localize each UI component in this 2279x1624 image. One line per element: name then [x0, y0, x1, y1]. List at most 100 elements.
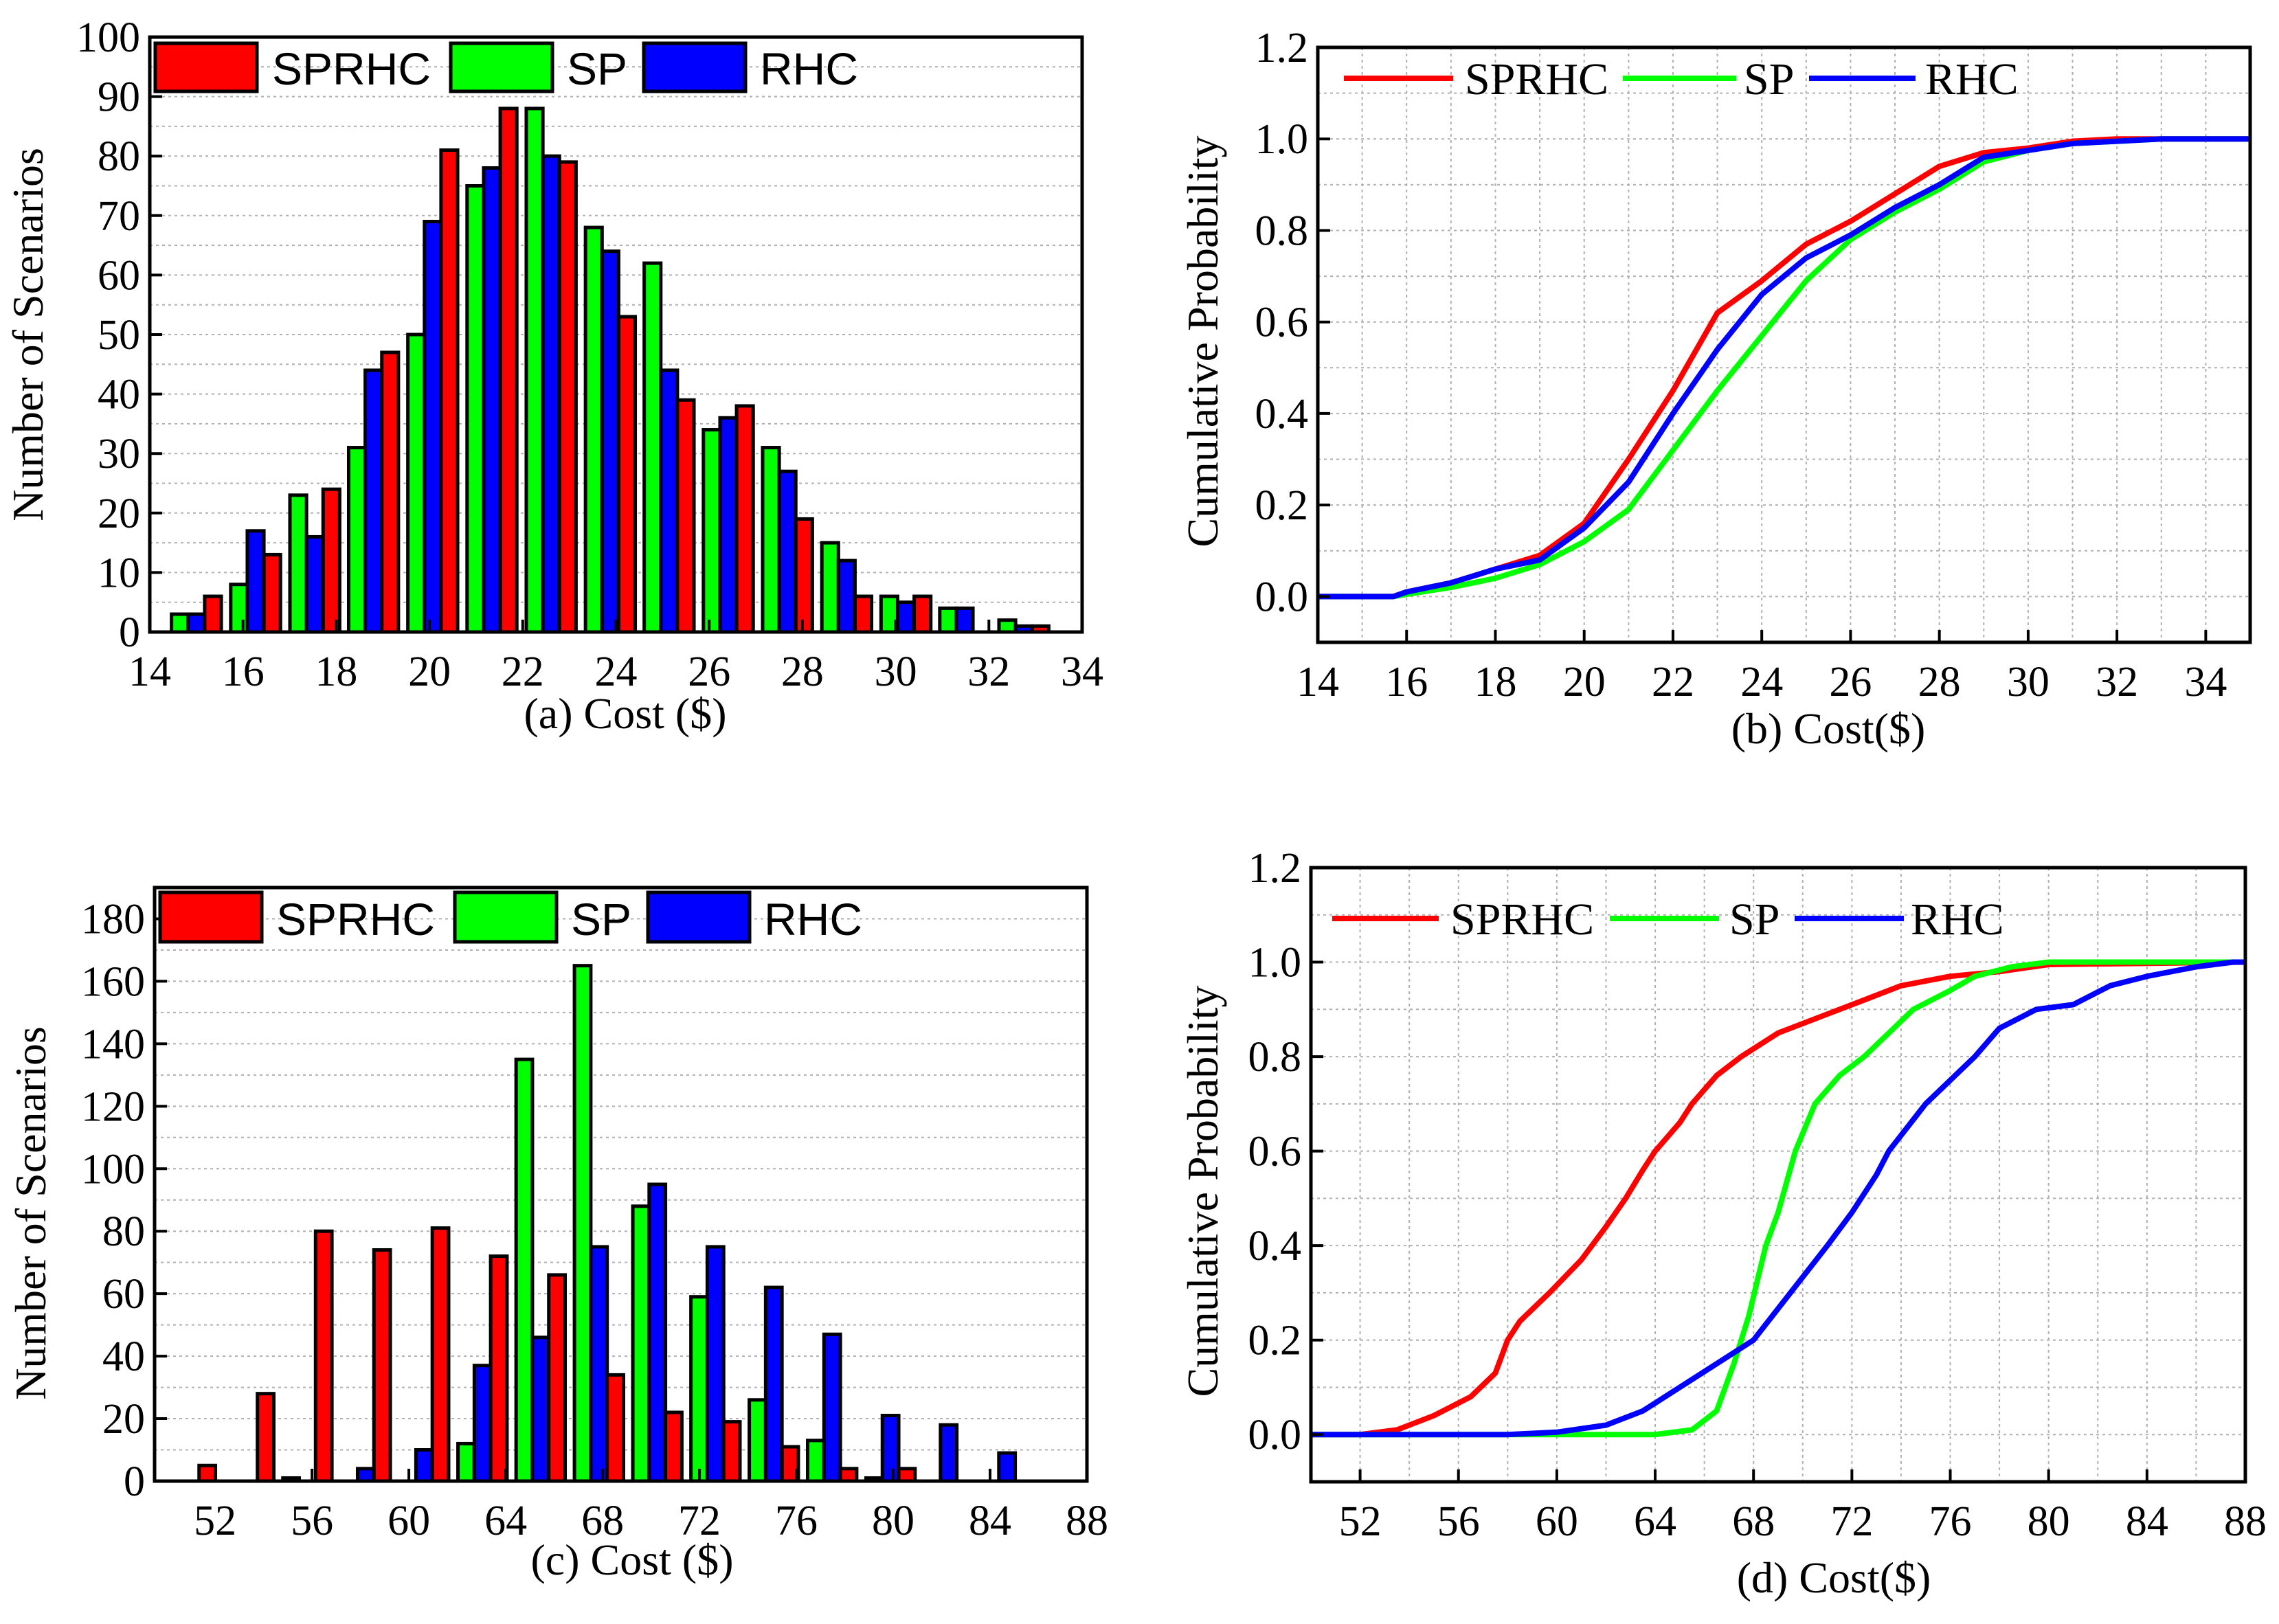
bar-sprhc	[838, 1467, 859, 1483]
bar-rhc	[363, 368, 384, 634]
bar-rhc	[954, 606, 975, 634]
legend-label: SPRHC	[1465, 54, 1608, 104]
x-tick-label: 84	[2126, 1498, 2168, 1545]
y-tick-label: 10	[98, 550, 140, 596]
legend: SPRHC SP RHC	[153, 41, 858, 94]
x-tick-label: 18	[315, 649, 357, 695]
x-tick-label: 28	[1918, 659, 1961, 706]
x-tick-label: 34	[2184, 659, 2227, 706]
panel-c: 52 56 60 64 68 72 76 80 84 88 0 20 40 60 80 100 120 140 16…	[6, 886, 1108, 1584]
legend-label: SP	[567, 43, 627, 94]
x-tick-label: 80	[872, 1498, 914, 1544]
bar-rhc	[304, 534, 325, 634]
y-tick-label: 0.8	[1255, 207, 1309, 254]
bar-sp	[689, 1295, 709, 1483]
bar-sp	[583, 225, 604, 634]
bar-sprhc	[912, 594, 933, 634]
x-axis-caption: (a) Cost ($)	[524, 689, 726, 738]
x-tick-label: 30	[875, 649, 917, 695]
bar-sprhc	[547, 1273, 568, 1483]
legend-label: SP	[1729, 894, 1780, 945]
bar-sprhc	[734, 404, 755, 634]
bar-sprhc	[380, 350, 401, 634]
y-tick-label: 180	[81, 896, 145, 943]
y-tick-label: 40	[98, 372, 140, 418]
x-tick-label: 16	[222, 649, 265, 695]
bar-sprhc	[721, 1420, 742, 1483]
bar-sp	[642, 261, 663, 634]
legend-swatch-sprhc	[153, 41, 259, 93]
x-tick-label: 32	[967, 649, 1010, 695]
panel-a: 14 16 18 20 22 24 26 28 30 32 34 0 10 20 30 40 50 60 70 80 9…	[3, 14, 1103, 738]
bar-sp	[701, 428, 722, 634]
x-tick-label: 72	[678, 1498, 721, 1544]
bar-rhc	[472, 1364, 493, 1483]
legend-label: SPRHC	[1450, 894, 1594, 945]
bar-sp	[170, 612, 190, 634]
x-tick-label: 64	[1634, 1498, 1676, 1545]
bar-sp	[465, 184, 486, 634]
legend-label: RHC	[764, 894, 862, 945]
x-tick-label: 14	[128, 649, 171, 695]
x-tick-label: 64	[484, 1498, 527, 1544]
y-tick-label: 0.2	[1255, 482, 1309, 529]
legend-swatch-rhc	[642, 41, 748, 93]
bar-sprhc	[430, 1226, 451, 1483]
bar-sp	[524, 106, 545, 634]
y-tick-label: 80	[98, 133, 140, 180]
y-axis-label: Cumulative Probability	[1178, 985, 1227, 1397]
bar-rhc	[589, 1245, 609, 1483]
y-tick-label: 1.0	[1255, 116, 1309, 163]
x-tick-label: 24	[595, 649, 638, 695]
bar-sprhc	[372, 1248, 392, 1483]
bar-rhc	[880, 1414, 901, 1483]
y-tick-label: 80	[102, 1208, 145, 1255]
bar-rhc	[777, 469, 798, 634]
y-tick-label: 140	[81, 1021, 145, 1068]
bar-sp	[514, 1057, 535, 1483]
y-axis-label: Cumulative Probability	[1178, 135, 1227, 547]
x-tick-label: 60	[388, 1498, 430, 1544]
bar-rhc	[647, 1182, 668, 1483]
bar-sp	[229, 583, 249, 634]
bar-sp	[346, 446, 368, 634]
bar-sprhc	[439, 148, 460, 634]
bar-rhc	[895, 600, 917, 634]
bar-sp	[761, 446, 781, 634]
bar-sp	[631, 1204, 651, 1483]
bar-rhc	[836, 559, 857, 634]
legend-swatch-sprhc	[158, 890, 264, 944]
x-tick-label: 26	[688, 649, 730, 695]
panel-d: 52 56 60 64 68 72 76 80 84 88 0.0 0.2 0.4 0.6 0.8 1.0 1.…	[1178, 845, 2267, 1602]
bar-sp	[572, 964, 593, 1483]
bar-sprhc	[313, 1229, 334, 1483]
legend-label: RHC	[1925, 54, 2019, 104]
y-tick-label: 60	[102, 1271, 145, 1318]
line-rhc	[1311, 959, 2245, 1438]
bar-sprhc	[321, 487, 341, 634]
x-tick-label: 76	[775, 1498, 818, 1544]
y-tick-label: 0.4	[1255, 391, 1309, 438]
y-tick-label: 0	[124, 1458, 145, 1505]
legend-label: RHC	[1911, 894, 2004, 945]
y-tick-label: 100	[76, 14, 140, 61]
x-tick-label: 76	[1929, 1498, 1972, 1545]
x-tick-label: 52	[1339, 1498, 1382, 1545]
legend: SPRHC SP RHC	[158, 890, 862, 945]
bar-rhc	[705, 1245, 726, 1483]
x-tick-label: 56	[291, 1498, 333, 1544]
x-tick-label: 30	[2007, 659, 2050, 706]
bar-sprhc	[853, 594, 874, 634]
y-tick-label: 120	[81, 1083, 145, 1130]
legend-label: RHC	[760, 43, 858, 94]
x-axis-caption: (c) Cost ($)	[530, 1535, 733, 1584]
x-tick-label: 16	[1385, 659, 1428, 706]
bar-sprhc	[664, 1410, 684, 1483]
bar-sprhc	[262, 552, 282, 634]
bar-sprhc	[794, 517, 814, 634]
bar-rhc	[939, 1423, 959, 1483]
bar-sprhc	[498, 106, 519, 634]
x-tick-label: 34	[1061, 649, 1103, 695]
y-tick-label: 1.0	[1248, 940, 1302, 986]
legend-swatch-sp	[453, 890, 559, 944]
